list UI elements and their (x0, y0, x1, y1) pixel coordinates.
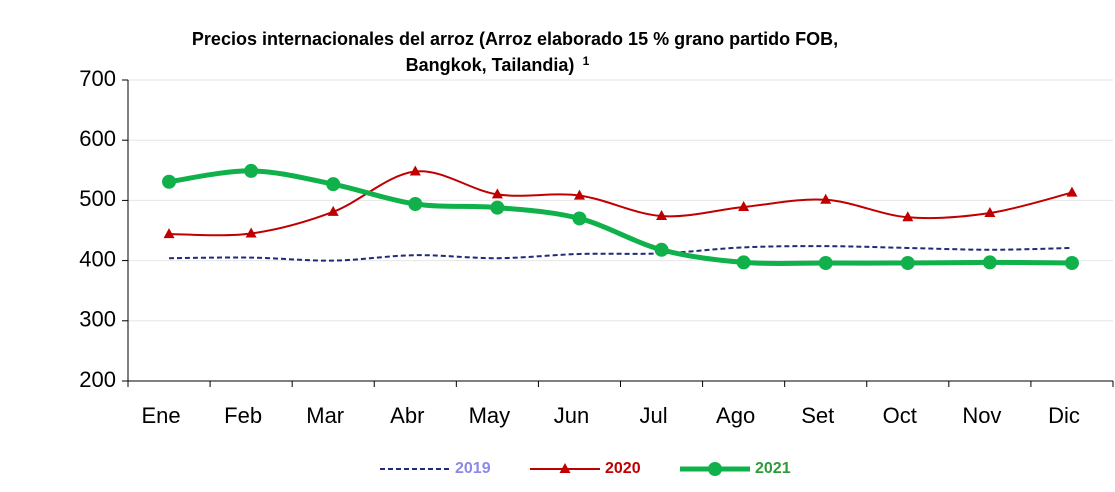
marker (326, 177, 341, 192)
legend-marker (559, 463, 571, 473)
marker (491, 188, 503, 199)
marker (573, 189, 585, 200)
legend-label: 2019 (455, 460, 491, 477)
marker (900, 256, 915, 271)
x-tick-label: Jul (639, 403, 667, 428)
x-tick-label: Feb (224, 403, 262, 428)
marker (163, 228, 175, 239)
marker (902, 211, 914, 222)
marker (1066, 186, 1078, 197)
marker (244, 163, 259, 178)
marker (409, 165, 421, 176)
marker (818, 256, 833, 271)
marker (654, 242, 669, 257)
marker (490, 200, 505, 215)
x-tick-label: Ene (141, 403, 180, 428)
x-tick-label: Mar (306, 403, 344, 428)
y-tick-label: 300 (79, 307, 116, 332)
marker (656, 210, 668, 221)
y-tick-label: 500 (79, 186, 116, 211)
marker (572, 211, 587, 226)
x-tick-label: Dic (1048, 403, 1080, 428)
x-tick-label: Ago (716, 403, 755, 428)
y-tick-label: 400 (79, 246, 116, 271)
x-tick-label: Oct (883, 403, 917, 428)
x-tick-label: Nov (962, 403, 1001, 428)
marker (984, 207, 996, 218)
marker (736, 255, 751, 270)
series-line (169, 245, 1072, 262)
y-tick-label: 700 (79, 66, 116, 91)
x-tick-label: Jun (554, 403, 589, 428)
x-tick-label: Abr (390, 403, 424, 428)
marker (1064, 256, 1079, 271)
x-tick-label: May (469, 403, 511, 428)
legend-label: 2021 (755, 460, 791, 477)
marker (408, 197, 423, 212)
legend-label: 2020 (605, 460, 641, 477)
marker (738, 201, 750, 212)
series-line (169, 170, 1073, 237)
chart-title: Precios internacionales del arroz (Arroz… (192, 29, 838, 49)
chart-title: Bangkok, Tailandia) (406, 55, 575, 75)
y-tick-label: 600 (79, 126, 116, 151)
marker (982, 255, 997, 270)
title-note: 1 (583, 54, 590, 68)
marker (162, 174, 177, 189)
marker (327, 205, 339, 216)
legend-marker (708, 462, 722, 476)
y-tick-label: 200 (79, 367, 116, 392)
marker (245, 227, 257, 238)
x-tick-label: Set (801, 403, 834, 428)
marker (820, 193, 832, 204)
series-line (168, 168, 1072, 267)
